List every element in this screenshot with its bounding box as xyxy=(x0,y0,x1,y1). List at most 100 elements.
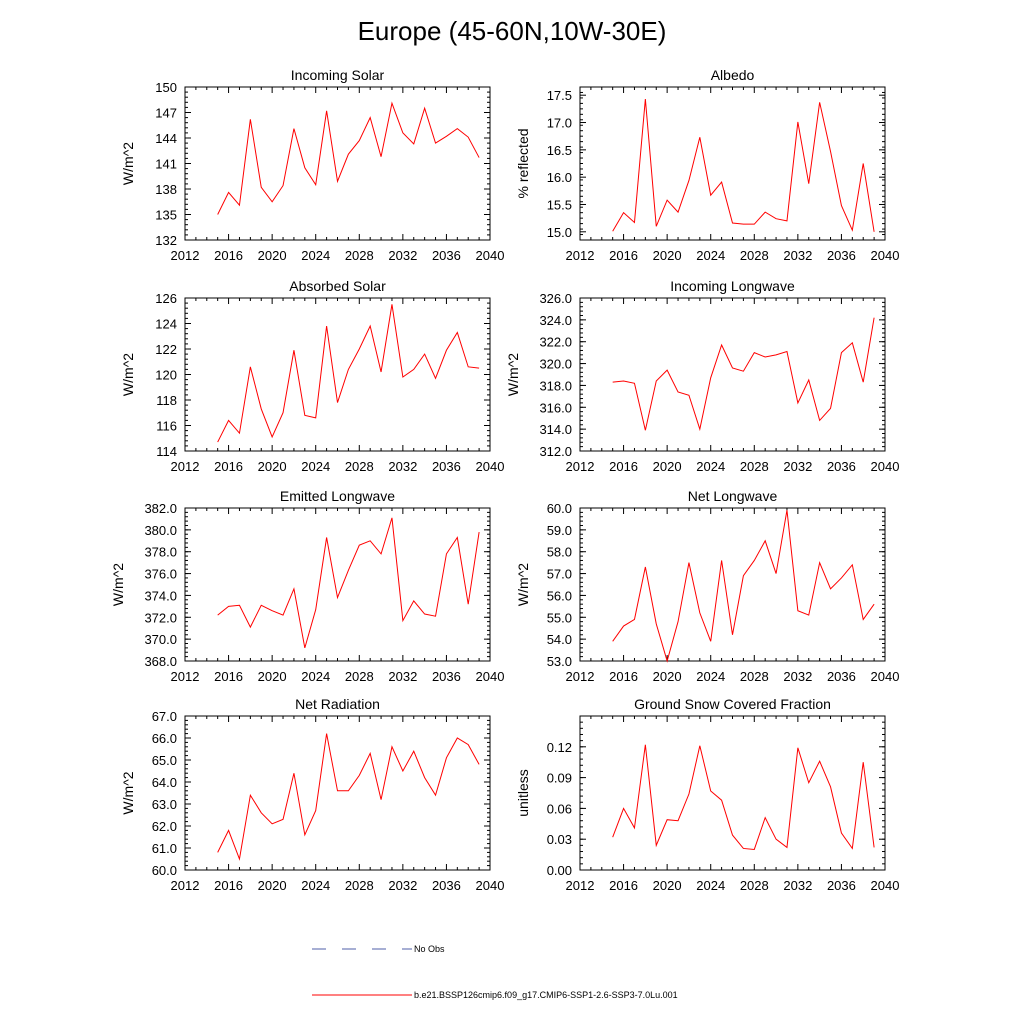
x-tick-label: 2024 xyxy=(696,878,725,893)
x-tick-label: 2024 xyxy=(301,459,330,474)
y-tick-label: 17.0 xyxy=(547,116,572,131)
plot-frame xyxy=(184,715,491,871)
series-line-emitted-longwave xyxy=(217,517,480,649)
series-line-absorbed-solar xyxy=(217,304,480,443)
y-tick-label: 312.0 xyxy=(539,444,572,459)
x-tick-label: 2020 xyxy=(258,248,287,263)
panel-net-longwave: Net Longwave 2012 2016 2020 2024 2028 2032 2036… xyxy=(515,488,899,684)
y-tick-label: 0.06 xyxy=(547,801,572,816)
x-tick-label: 2016 xyxy=(214,248,243,263)
x-tick-label: 2020 xyxy=(653,669,682,684)
y-axis-label: W/m^2 xyxy=(110,563,126,606)
x-tick-label: 2032 xyxy=(388,459,417,474)
panel-net-radiation: Net Radiation 2012 2016 2020 2024 2028 2032 203… xyxy=(120,696,504,893)
y-tick-label: 116 xyxy=(156,419,177,434)
x-tick-label: 2016 xyxy=(214,459,243,474)
series-line-ground-snow-covered-fraction xyxy=(612,744,875,851)
panel-title: Absorbed Solar xyxy=(289,278,386,294)
y-axis-label: W/m^2 xyxy=(505,353,521,396)
y-tick-label: 65.0 xyxy=(152,753,177,768)
x-tick-label: 2040 xyxy=(476,669,505,684)
y-tick-label: 132 xyxy=(155,233,177,248)
panel-title: Emitted Longwave xyxy=(280,488,395,504)
y-tick-label: 62.0 xyxy=(152,819,177,834)
x-tick-label: 2020 xyxy=(258,878,287,893)
x-tick-label: 2040 xyxy=(476,248,505,263)
plot-frame xyxy=(579,507,886,662)
y-tick-label: 138 xyxy=(155,182,177,197)
y-tick-label: 0.12 xyxy=(547,740,572,755)
y-tick-label: 368.0 xyxy=(144,654,177,669)
x-tick-label: 2024 xyxy=(301,878,330,893)
y-tick-label: 57.0 xyxy=(547,567,572,582)
legend: No Obs b.e21.BSSP126cmip6.f09_g17.CMIP6-… xyxy=(312,944,678,1000)
y-tick-label: 141 xyxy=(155,157,177,172)
x-tick-label: 2036 xyxy=(432,878,461,893)
x-tick-label: 2028 xyxy=(740,669,769,684)
y-tick-label: 66.0 xyxy=(152,731,177,746)
series-line-incoming-solar xyxy=(217,101,480,215)
panel-absorbed-solar: Absorbed Solar 2012 2016 2020 2024 2028 2032 20… xyxy=(120,278,504,474)
y-tick-label: 53.0 xyxy=(547,654,572,669)
plot-frame xyxy=(184,297,491,452)
x-tick-label: 2024 xyxy=(301,248,330,263)
plot-frame xyxy=(184,507,491,662)
figure-title: Europe (45-60N,10W-30E) xyxy=(358,16,667,46)
y-tick-label: 61.0 xyxy=(152,841,177,856)
x-tick-label: 2016 xyxy=(609,459,638,474)
y-tick-label: 0.00 xyxy=(547,863,572,878)
x-tick-label: 2024 xyxy=(696,669,725,684)
y-axis-label: W/m^2 xyxy=(515,563,531,606)
x-tick-label: 2032 xyxy=(388,878,417,893)
y-tick-label: 60.0 xyxy=(547,501,572,516)
panel-incoming-longwave: Incoming Longwave 2012 2016 2020 2024 2028 203… xyxy=(505,278,899,474)
y-tick-label: 16.0 xyxy=(547,170,572,185)
panel-ground-snow-covered-fraction: Ground Snow Covered Fraction 2012 2016 2020… xyxy=(515,696,899,893)
x-tick-label: 2032 xyxy=(783,248,812,263)
x-tick-label: 2032 xyxy=(783,459,812,474)
x-tick-label: 2012 xyxy=(171,248,200,263)
x-tick-label: 2012 xyxy=(171,669,200,684)
x-tick-label: 2036 xyxy=(432,669,461,684)
y-axis-label: W/m^2 xyxy=(120,771,136,814)
x-tick-label: 2036 xyxy=(432,459,461,474)
x-tick-label: 2036 xyxy=(827,669,856,684)
y-tick-label: 380.0 xyxy=(144,523,177,538)
x-tick-label: 2012 xyxy=(171,459,200,474)
y-tick-label: 320.0 xyxy=(539,357,572,372)
x-tick-label: 2040 xyxy=(871,248,900,263)
panel-title: Incoming Solar xyxy=(291,67,385,83)
y-tick-label: 16.5 xyxy=(547,143,572,158)
y-tick-label: 376.0 xyxy=(144,567,177,582)
series-line-incoming-longwave xyxy=(612,317,875,432)
x-tick-label: 2012 xyxy=(566,878,595,893)
panel-title: Incoming Longwave xyxy=(670,278,795,294)
y-tick-label: 147 xyxy=(155,106,177,121)
panel-title: Net Radiation xyxy=(295,696,380,712)
panel-emitted-longwave: Emitted Longwave 2012 2016 2020 2024 2028 2032… xyxy=(110,488,504,684)
y-tick-label: 326.0 xyxy=(539,291,572,306)
y-tick-label: 120 xyxy=(155,368,177,383)
x-tick-label: 2040 xyxy=(476,459,505,474)
x-tick-label: 2016 xyxy=(214,878,243,893)
x-tick-label: 2020 xyxy=(258,459,287,474)
x-tick-label: 2040 xyxy=(871,459,900,474)
y-tick-label: 126 xyxy=(155,291,177,306)
series-line-net-longwave xyxy=(612,510,875,663)
x-tick-label: 2028 xyxy=(345,248,374,263)
y-axis-label: % reflected xyxy=(515,128,531,198)
y-tick-label: 114 xyxy=(156,444,177,459)
y-tick-label: 135 xyxy=(155,208,177,223)
x-tick-label: 2028 xyxy=(345,878,374,893)
panel-title: Ground Snow Covered Fraction xyxy=(634,696,831,712)
y-tick-label: 55.0 xyxy=(547,610,572,625)
panels: Incoming Solar 2012 2016 2020 2024 2028 2032 20… xyxy=(110,67,899,893)
y-tick-label: 324.0 xyxy=(539,313,572,328)
y-tick-label: 58.0 xyxy=(547,545,572,560)
y-tick-label: 63.0 xyxy=(152,797,177,812)
y-axis-label: unitless xyxy=(515,769,531,816)
x-tick-label: 2028 xyxy=(345,669,374,684)
x-tick-label: 2036 xyxy=(827,459,856,474)
y-tick-label: 59.0 xyxy=(547,523,572,538)
